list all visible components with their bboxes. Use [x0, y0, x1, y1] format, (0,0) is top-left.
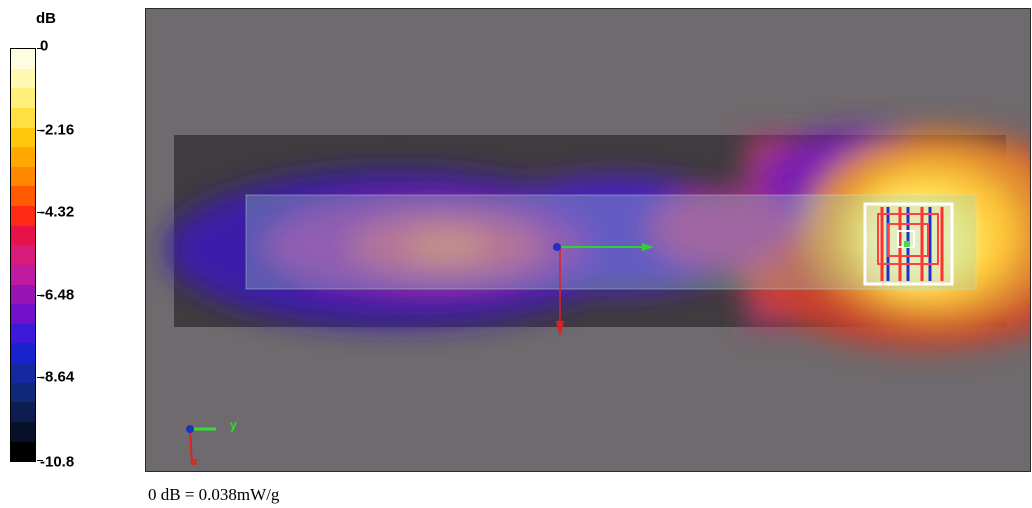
center-axis-triad: [553, 243, 654, 337]
legend-tick-label: -6.48: [40, 286, 75, 304]
legend-color-swatch: [11, 284, 35, 305]
antenna-grid: [863, 202, 954, 286]
reference-caption: 0 dB = 0.038mW/g: [148, 485, 280, 504]
legend-color-swatch: [11, 363, 35, 383]
legend-tick-mark: [37, 130, 43, 131]
3d-viewport[interactable]: y x: [145, 8, 1031, 472]
legend-tick-mark: [37, 460, 43, 461]
legend-color-swatch: [11, 323, 35, 344]
legend-color-swatch: [11, 402, 35, 422]
legend-tick-label: 0: [40, 37, 49, 55]
legend-color-swatch: [11, 225, 35, 246]
legend-color-swatch: [11, 186, 35, 206]
legend-color-swatch: [11, 68, 35, 89]
legend-tick-mark: [37, 295, 43, 296]
legend-color-swatch: [11, 166, 35, 187]
legend-tick-mark: [37, 48, 43, 49]
legend-color-swatch: [11, 245, 35, 265]
legend-color-swatch: [11, 147, 35, 167]
legend-color-swatch: [11, 49, 35, 69]
legend-unit-label: dB: [36, 10, 56, 27]
legend-tick-mark: [37, 212, 43, 213]
legend-tick-label: -2.16: [40, 121, 75, 139]
legend-color-swatch: [11, 343, 35, 363]
legend-color-swatch: [11, 421, 35, 442]
legend-color-swatch: [11, 382, 35, 403]
sar-field-plot: [166, 129, 1030, 466]
color-legend: dB 0 -2.16 -4.32 -6.48 -8.64 -10.8: [0, 0, 140, 471]
legend-tick-label: -4.32: [40, 203, 75, 221]
legend-color-swatch: [11, 264, 35, 285]
legend-color-swatch: [11, 441, 35, 462]
x-axis-label: x: [192, 456, 199, 468]
phone-outline: [245, 194, 977, 290]
legend-color-swatch: [11, 107, 35, 128]
y-axis-label: y: [230, 418, 237, 432]
legend-tick-label: -10.8: [40, 453, 75, 471]
legend-color-swatch: [11, 127, 35, 148]
legend-color-swatch: [11, 304, 35, 324]
color-scale-bar: [10, 48, 36, 462]
legend-color-swatch: [11, 206, 35, 226]
legend-tick-label: -8.64: [40, 368, 75, 386]
orientation-triad: [186, 425, 216, 466]
legend-color-swatch: [11, 88, 35, 108]
legend-tick-mark: [37, 377, 43, 378]
